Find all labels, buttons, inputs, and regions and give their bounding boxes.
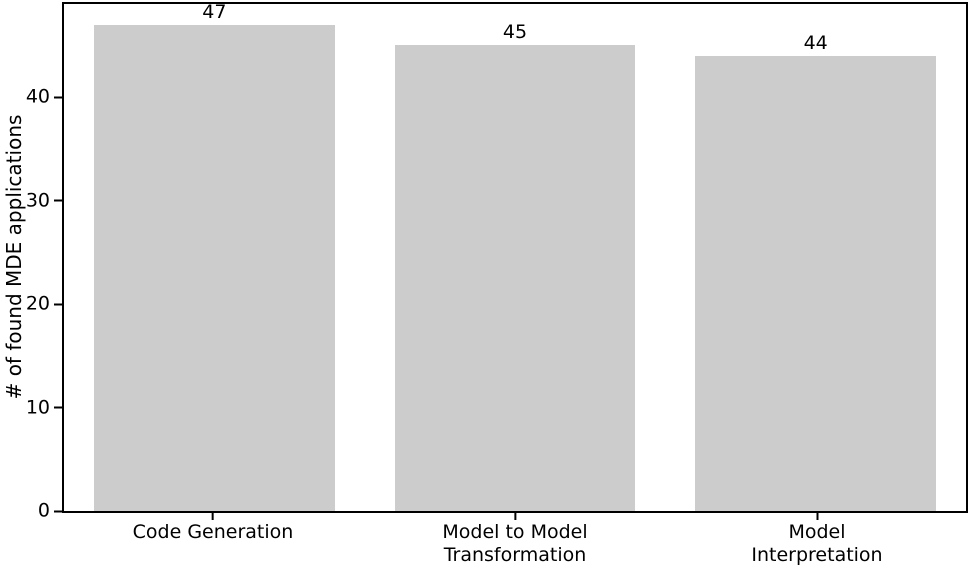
y-axis: 0 10 20 30 40 [0, 4, 62, 520]
x-tick-label-model-to-model-transformation: Model to Model Transformation [442, 521, 588, 566]
x-tick-mark [816, 513, 818, 520]
bar-code-generation [94, 24, 335, 511]
bar-model-interpretation [695, 55, 936, 511]
y-tick-mark [54, 303, 62, 306]
y-tick-mark [54, 96, 62, 99]
x-axis: Code Generation Model to Model Transforma… [62, 513, 968, 569]
y-tick-label: 0 [37, 499, 50, 522]
x-tick-label-code-generation: Code Generation [132, 521, 294, 543]
bar-value-label: 45 [502, 21, 528, 44]
bar-model-to-model-transformation [394, 45, 636, 511]
y-tick-label: 30 [25, 189, 50, 212]
y-axis-tick: 0 [37, 499, 62, 522]
y-axis-tick: 40 [25, 85, 62, 108]
y-tick-label: 20 [25, 292, 50, 315]
plot-area: 47 45 44 [62, 2, 968, 513]
y-axis-tick: 30 [26, 191, 62, 210]
y-axis-tick: 20 [25, 292, 62, 315]
x-tick-label-model-interpretation: Model Interpretation [751, 521, 883, 566]
x-axis-tick: Model Interpretation [742, 513, 893, 567]
x-tick-mark [514, 513, 516, 520]
x-axis-tick: Code Generation [132, 513, 294, 544]
bar-value-label: 44 [803, 31, 828, 54]
x-axis-tick: Model to Model Transformation [442, 513, 588, 567]
y-tick-label: 10 [25, 396, 50, 419]
y-tick-mark [54, 510, 62, 512]
y-axis-tick: 10 [26, 398, 62, 417]
y-tick-mark [54, 199, 62, 202]
bar-value-label: 47 [202, 0, 227, 23]
y-tick-mark [54, 406, 62, 409]
x-tick-mark [211, 513, 214, 520]
y-tick-label: 40 [25, 85, 50, 108]
